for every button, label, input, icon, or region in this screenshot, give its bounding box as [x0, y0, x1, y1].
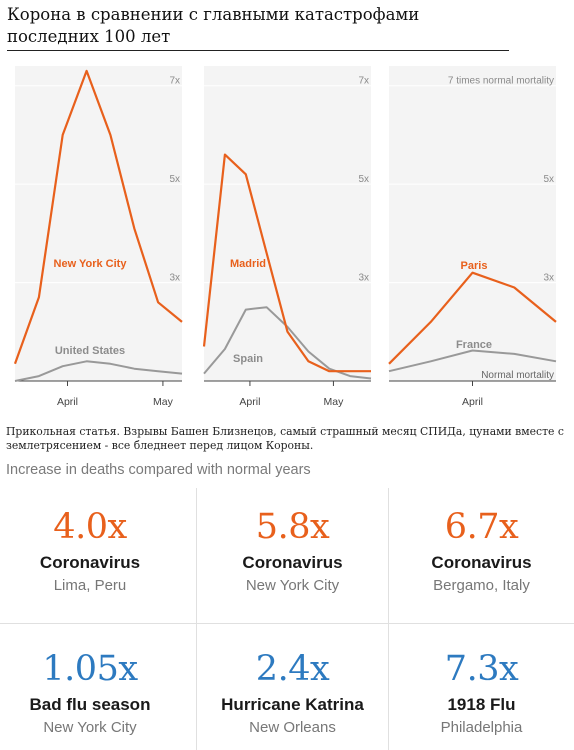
stat-event: Hurricane Katrina: [221, 695, 364, 714]
stats-grid: 4.0x Coronavirus Lima, Peru 5.8x Coronav…: [0, 488, 574, 750]
stat-ratio: 2.4x: [255, 649, 330, 689]
y-tick-label: 5x: [358, 174, 369, 185]
x-tick-label: May: [153, 396, 174, 408]
stat-event: Coronavirus: [242, 553, 343, 572]
x-tick-label: April: [239, 396, 260, 408]
stat-event: Bad flu season: [29, 695, 151, 714]
series-label: Paris: [461, 260, 488, 272]
country-series-line: [203, 306, 372, 380]
stat-ratio: 6.7x: [444, 507, 519, 547]
baseline-label: Normal mortality: [481, 370, 554, 381]
series-label: Spain: [233, 353, 263, 365]
post-caption: Прикольная статья. Взрывы Башен Близнецо…: [6, 425, 564, 452]
stat-place: Philadelphia: [440, 719, 523, 736]
x-tick-label: April: [57, 396, 78, 408]
section-subhead: Increase in deaths compared with normal …: [6, 462, 311, 478]
chart-panel: [389, 66, 556, 381]
stat-ratio: 4.0x: [53, 507, 127, 547]
x-tick-label: May: [324, 396, 345, 408]
stat-place: Bergamo, Italy: [433, 577, 530, 594]
stat-place: New York City: [245, 577, 340, 594]
grid-divider: [388, 488, 389, 750]
series-label: France: [456, 339, 492, 351]
stat-card: 6.7x Coronavirus Bergamo, Italy: [389, 506, 574, 595]
stat-place: New Orleans: [249, 719, 336, 736]
stat-event: 1918 Flu: [447, 695, 516, 714]
stat-place: Lima, Peru: [53, 577, 127, 594]
stat-event: Coronavirus: [39, 553, 141, 572]
stat-ratio: 5.8x: [255, 507, 330, 547]
stat-event: Coronavirus: [431, 553, 532, 572]
mortality-charts: 3x 5x 7x April May United States New York City…: [13, 66, 557, 408]
grid-divider: [196, 488, 197, 750]
chart-panel: [15, 66, 182, 381]
city-series-line: [388, 271, 557, 365]
y-tick-label: 7 times normal mortality: [448, 76, 554, 87]
chart-panel: [204, 66, 371, 381]
y-tick-label: 7x: [169, 76, 180, 87]
x-tick-label: April: [462, 396, 483, 408]
y-tick-label: 3x: [358, 273, 369, 284]
y-tick-label: 5x: [169, 174, 180, 185]
y-tick-label: 5x: [543, 174, 554, 185]
country-series-line: [14, 360, 183, 382]
series-label: United States: [55, 345, 125, 357]
city-series-line: [13, 69, 183, 365]
stat-card: 4.0x Coronavirus Lima, Peru: [0, 506, 180, 595]
stat-ratio: 7.3x: [444, 649, 519, 689]
series-label: New York City: [54, 258, 128, 270]
series-label: Madrid: [230, 258, 266, 270]
grid-divider: [0, 623, 574, 624]
stat-card: 5.8x Coronavirus New York City: [197, 506, 388, 595]
city-series-line: [202, 153, 371, 373]
stat-card: 2.4x Hurricane Katrina New Orleans: [197, 648, 388, 737]
stat-ratio: 1.05x: [42, 649, 138, 689]
stat-place: New York City: [43, 719, 137, 736]
stat-card: 1.05x Bad flu season New York City: [0, 648, 180, 737]
y-tick-label: 3x: [543, 273, 554, 284]
stat-card: 7.3x 1918 Flu Philadelphia: [389, 648, 574, 737]
y-tick-label: 3x: [169, 273, 180, 284]
post-title: Корона в сравнении с главными катастрофа…: [7, 4, 509, 51]
country-series-line: [388, 349, 557, 373]
y-tick-label: 7x: [358, 76, 369, 87]
